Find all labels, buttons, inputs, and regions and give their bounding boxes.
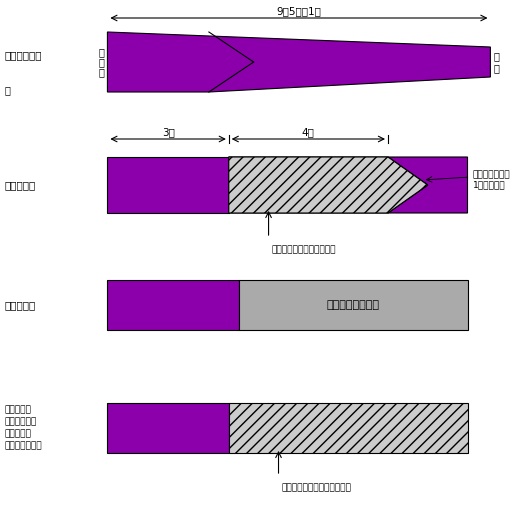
- Text: 3尺: 3尺: [162, 127, 175, 137]
- Text: 通し仕立て: 通し仕立て: [5, 430, 32, 438]
- Polygon shape: [229, 157, 428, 213]
- Text: シンモスなど裏地をつける: シンモスなど裏地をつける: [271, 245, 336, 254]
- Text: 下: 下: [99, 67, 105, 77]
- Text: 東京仕立て: 東京仕立て: [5, 300, 36, 310]
- Text: シンモスなどの裏地をつける: シンモスなどの裏地をつける: [281, 483, 352, 492]
- Text: タ: タ: [99, 47, 105, 57]
- Text: 9尺5寸～1丈: 9尺5寸～1丈: [277, 6, 321, 16]
- Polygon shape: [388, 157, 467, 213]
- Text: 帯芯が見えた状態: 帯芯が見えた状態: [327, 300, 380, 310]
- Polygon shape: [229, 157, 428, 213]
- Text: 手
先: 手 先: [493, 51, 499, 73]
- Bar: [239, 280, 467, 330]
- Text: ・: ・: [5, 85, 11, 95]
- Text: 名古屋仕立て: 名古屋仕立て: [5, 50, 43, 60]
- Text: お勧め仕立て）: お勧め仕立て）: [5, 441, 43, 450]
- Text: （開き名古屋: （開き名古屋: [5, 418, 37, 426]
- Text: 昼夜仕立て: 昼夜仕立て: [5, 406, 32, 414]
- Bar: [108, 157, 229, 213]
- Polygon shape: [229, 403, 467, 453]
- Text: 4尺: 4尺: [302, 127, 315, 137]
- Text: 1尺ぐらい。: 1尺ぐらい。: [473, 180, 505, 189]
- Polygon shape: [108, 32, 490, 92]
- Text: 棟葉仕立て: 棟葉仕立て: [5, 180, 36, 190]
- Bar: [108, 280, 239, 330]
- Text: 好みによっては: 好みによっては: [473, 171, 510, 179]
- Text: レ: レ: [99, 57, 105, 67]
- Bar: [108, 403, 229, 453]
